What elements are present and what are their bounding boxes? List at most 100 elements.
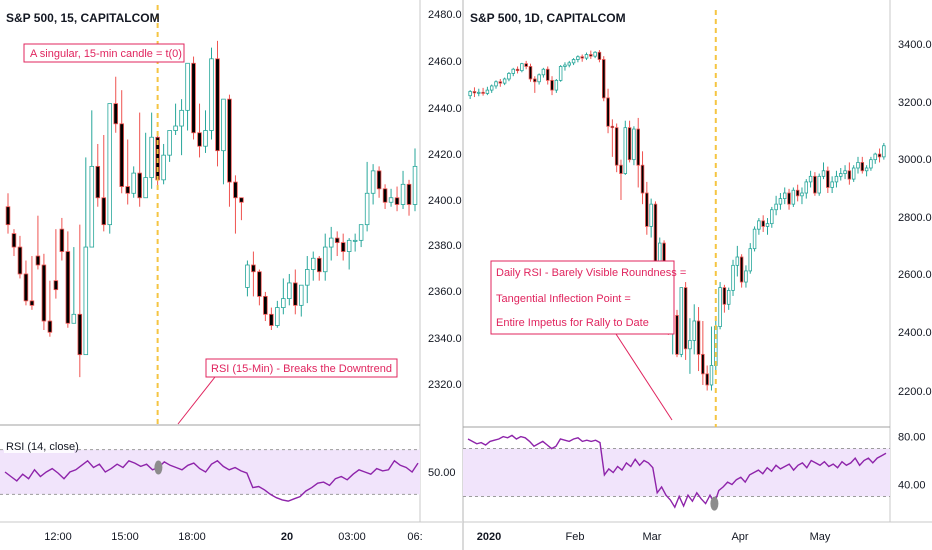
left-candle-body	[161, 154, 166, 181]
right-price-tick: 3200.0	[898, 97, 932, 109]
left-candle-body	[185, 62, 190, 111]
right-candle-body	[839, 173, 843, 177]
right-candle-body	[696, 320, 701, 355]
left-candle-body	[370, 170, 376, 194]
left-candle-body	[53, 280, 59, 291]
right-candle-body	[873, 153, 877, 161]
right-candle-body	[821, 170, 826, 177]
left-candle-body	[113, 103, 118, 125]
right-candles	[468, 50, 886, 391]
right-candle-body	[563, 64, 567, 67]
right-candle-body	[571, 59, 576, 64]
right-candle-body	[856, 162, 860, 169]
right-candle-body	[606, 97, 610, 127]
right-candle-body	[481, 91, 485, 94]
left-candle-body	[131, 172, 136, 194]
left-candle-body	[125, 186, 130, 194]
right-candle-body	[757, 220, 761, 230]
left-price-tick: 2360.0	[428, 286, 462, 298]
right-candle-body	[558, 66, 563, 81]
left-candle-body	[149, 136, 154, 178]
left-price-tick: 2480.0	[428, 9, 462, 21]
left-rsi-tick: 50.00	[428, 467, 456, 479]
right-candle-body	[589, 54, 593, 57]
right-candle-body	[602, 59, 606, 99]
right-candle-body	[739, 256, 744, 283]
left-candle-body	[233, 181, 238, 199]
left-time-label: 18:00	[178, 531, 206, 543]
left-candle-body	[388, 197, 394, 203]
left-candle-body	[299, 284, 304, 306]
right-candle-body	[692, 320, 696, 341]
left-candle-body	[77, 313, 83, 356]
right-candle-body	[705, 373, 709, 386]
left-candle-body	[310, 257, 316, 270]
left-chart-panel: 2480.0 2460.0 2440.0 2420.0 2400.0 2380.0 2360…	[0, 0, 462, 543]
right-candle-body	[843, 170, 847, 174]
left-candle-body	[346, 239, 352, 252]
right-candle-body	[735, 256, 740, 266]
right-candle-body	[830, 181, 834, 188]
left-price-tick: 2420.0	[428, 149, 462, 161]
right-time-label: Feb	[566, 531, 585, 543]
right-candle-body	[502, 78, 507, 84]
right-candle-body	[877, 153, 882, 158]
right-candle-body	[701, 353, 705, 375]
right-price-tick: 3000.0	[898, 154, 932, 166]
right-rsi-line	[467, 434, 887, 509]
left-candle-body	[65, 251, 71, 324]
left-time-label: 03:00	[338, 531, 366, 543]
left-candle-body	[167, 130, 172, 156]
left-rsi-marker	[154, 460, 163, 475]
left-price-tick: 2440.0	[428, 103, 462, 115]
left-candle-body	[412, 165, 418, 205]
right-candle-body	[761, 220, 765, 227]
right-candle-body	[808, 175, 813, 183]
left-annotation-pointer	[177, 376, 216, 425]
left-candle-body	[179, 109, 184, 127]
right-rsi-band	[463, 448, 890, 497]
right-price-tick: 2800.0	[898, 212, 932, 224]
right-candle-body	[632, 128, 636, 161]
right-candle-body	[679, 287, 684, 355]
left-candle-body	[23, 273, 29, 302]
left-rsi-label: RSI (14, close)	[6, 441, 79, 453]
right-candle-body	[787, 192, 791, 205]
left-candle-body	[305, 269, 310, 286]
right-candle-body	[614, 127, 619, 166]
right-candle-body	[851, 167, 856, 180]
right-rsi-ticks: 80.00 40.00	[898, 432, 926, 492]
left-candle-body	[191, 62, 196, 134]
right-candle-body	[640, 164, 645, 194]
left-candle-body	[59, 228, 65, 252]
left-chart-title: S&P 500, 15, CAPITALCOM	[6, 11, 160, 25]
right-candle-body	[765, 223, 770, 227]
left-candle-body	[11, 233, 17, 248]
right-candle-body	[489, 85, 494, 91]
right-price-tick: 2600.0	[898, 269, 932, 281]
left-candle-body	[257, 271, 262, 297]
right-candle-body	[722, 287, 727, 305]
left-candle-body	[245, 264, 250, 288]
left-price-tick: 2340.0	[428, 333, 462, 345]
right-candle-body	[864, 167, 869, 172]
left-candle-body	[47, 320, 53, 333]
left-candle-body	[119, 123, 124, 187]
right-price-tick: 3400.0	[898, 39, 932, 51]
left-candle-body	[334, 237, 340, 243]
right-candle-body	[636, 128, 640, 166]
left-annotation-rsi: RSI (15-Min) - Breaks the Downtrend	[211, 363, 392, 375]
right-candle-body	[468, 91, 472, 97]
left-candle-body	[107, 103, 113, 226]
left-candle-body	[251, 264, 256, 273]
right-candle-body	[584, 54, 589, 59]
right-candle-body	[726, 289, 731, 305]
right-candle-body	[619, 164, 623, 174]
left-candle-body	[221, 98, 226, 152]
left-candle-body	[275, 307, 280, 326]
left-candle-body	[287, 282, 292, 300]
left-candle-body	[269, 313, 274, 326]
left-time-labels: 12:00 15:00 18:00 20 03:00 06:	[44, 531, 422, 543]
left-candle-body	[328, 237, 334, 248]
left-annotation-box-rsi	[205, 358, 398, 378]
